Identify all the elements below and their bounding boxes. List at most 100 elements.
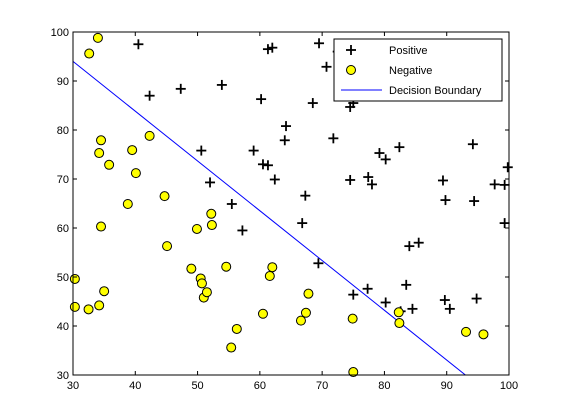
- negative-point: [348, 367, 359, 378]
- negative-point: [83, 304, 94, 315]
- negative-point: [300, 307, 311, 318]
- positive-point: [499, 179, 510, 190]
- positive-point: [502, 162, 513, 173]
- negative-point: [69, 301, 80, 312]
- legend-label-positive: Positive: [389, 45, 428, 57]
- positive-point: [297, 218, 308, 229]
- negative-point: [221, 261, 232, 272]
- negative-point: [122, 198, 133, 209]
- negative-point: [127, 145, 138, 156]
- positive-point: [467, 139, 478, 150]
- legend-entry-decision-boundary: Decision Boundary: [341, 85, 482, 97]
- positive-point: [321, 61, 332, 72]
- positive-point: [314, 38, 325, 49]
- y-tick-label: 60: [57, 223, 69, 235]
- x-tick-label: 40: [129, 380, 141, 392]
- negative-point: [96, 135, 107, 146]
- positive-point: [413, 237, 424, 248]
- x-tick-label: 30: [67, 380, 79, 392]
- y-tick-label: 90: [57, 76, 69, 88]
- positive-point: [262, 44, 273, 55]
- negative-point: [206, 220, 217, 231]
- plot-frame: [72, 31, 510, 376]
- positive-point: [248, 145, 259, 156]
- positive-point: [205, 177, 216, 188]
- positive-point: [345, 174, 356, 185]
- legend: Positive Negative Decision Boundary: [333, 38, 503, 102]
- points-layer: [69, 32, 513, 378]
- positive-point: [328, 133, 339, 144]
- negative-point: [191, 223, 202, 234]
- x-tick-label: 60: [254, 380, 266, 392]
- negative-point: [94, 148, 105, 159]
- negative-point: [144, 130, 155, 141]
- x-tick-label: 50: [191, 380, 203, 392]
- positive-point: [380, 297, 391, 308]
- positive-point: [226, 198, 237, 209]
- positive-point: [256, 94, 267, 105]
- legend-label-decision-boundary: Decision Boundary: [389, 85, 482, 97]
- negative-point: [201, 287, 212, 298]
- negative-point: [206, 208, 217, 219]
- negative-point: [347, 313, 358, 324]
- negative-point: [186, 263, 197, 274]
- positive-point: [269, 174, 280, 185]
- legend-entry-positive: Positive: [346, 45, 428, 57]
- positive-point: [257, 159, 268, 170]
- positive-point: [237, 225, 248, 236]
- positive-point: [279, 135, 290, 146]
- positive-point: [394, 142, 405, 153]
- negative-point: [257, 308, 268, 319]
- positive-point: [439, 295, 450, 306]
- negative-point: [461, 326, 472, 337]
- positive-point: [374, 148, 385, 159]
- y-tick-label: 50: [57, 272, 69, 284]
- positive-point: [401, 279, 412, 290]
- negative-point: [295, 315, 306, 326]
- positive-point: [348, 289, 359, 300]
- positive-point: [362, 283, 373, 294]
- negative-point: [226, 342, 237, 353]
- axis-ticks: 30 40 50 60 70 80 90 100 30 40 50 60 70 80 90 100: [51, 27, 519, 392]
- negative-point: [393, 307, 404, 318]
- negative-point: [196, 278, 207, 289]
- legend-entry-negative: Negative: [346, 65, 432, 77]
- positive-point: [380, 154, 391, 165]
- positive-point: [499, 218, 510, 229]
- positive-point: [313, 258, 324, 269]
- y-tick-label: 70: [57, 174, 69, 186]
- positive-point: [307, 98, 318, 109]
- negative-point: [99, 286, 110, 297]
- positive-point: [469, 196, 480, 207]
- negative-point: [92, 32, 103, 43]
- y-tick-label: 40: [57, 321, 69, 333]
- negative-point: [84, 48, 95, 59]
- positive-point: [444, 303, 455, 314]
- negative-point: [104, 159, 115, 170]
- negative-point: [264, 271, 275, 282]
- positive-point: [175, 83, 186, 94]
- negative-point: [478, 329, 489, 340]
- positive-point: [281, 121, 292, 132]
- positive-point: [216, 79, 227, 90]
- x-tick-label: 70: [316, 380, 328, 392]
- positive-point: [437, 175, 448, 186]
- x-tick-label: 100: [500, 380, 518, 392]
- y-tick-label: 30: [57, 370, 69, 382]
- positive-point: [366, 179, 377, 190]
- positive-point: [300, 190, 311, 201]
- negative-point: [394, 318, 405, 329]
- positive-point: [363, 172, 374, 183]
- plus-marker-icon: [346, 45, 356, 55]
- positive-point: [489, 179, 500, 190]
- negative-point: [162, 241, 173, 252]
- negative-point: [69, 273, 80, 284]
- negative-point: [267, 262, 278, 273]
- positive-point: [407, 303, 418, 314]
- legend-label-negative: Negative: [389, 65, 432, 77]
- positive-point: [133, 39, 144, 50]
- negative-point: [130, 168, 141, 179]
- negative-point: [303, 288, 314, 299]
- y-tick-label: 80: [57, 125, 69, 137]
